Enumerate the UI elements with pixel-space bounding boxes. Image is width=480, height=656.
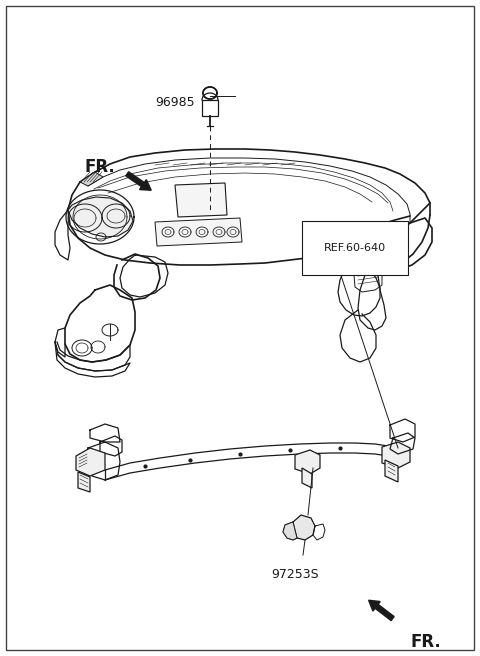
- Polygon shape: [292, 515, 315, 540]
- Bar: [202, 100, 218, 116]
- Polygon shape: [80, 172, 103, 186]
- Polygon shape: [175, 183, 227, 217]
- Polygon shape: [76, 448, 105, 476]
- Polygon shape: [385, 460, 398, 482]
- FancyArrow shape: [369, 600, 394, 621]
- Polygon shape: [283, 522, 297, 540]
- Text: 96985: 96985: [156, 96, 195, 109]
- Polygon shape: [68, 197, 133, 237]
- Text: FR.: FR.: [410, 633, 441, 651]
- Text: REF.60-640: REF.60-640: [324, 243, 386, 253]
- Text: 97253S: 97253S: [271, 568, 319, 581]
- Polygon shape: [382, 442, 410, 468]
- Polygon shape: [295, 450, 320, 474]
- FancyArrow shape: [126, 172, 151, 190]
- Polygon shape: [78, 472, 90, 492]
- Polygon shape: [203, 86, 217, 93]
- Polygon shape: [155, 218, 242, 246]
- Text: FR.: FR.: [84, 158, 115, 176]
- Polygon shape: [302, 468, 312, 488]
